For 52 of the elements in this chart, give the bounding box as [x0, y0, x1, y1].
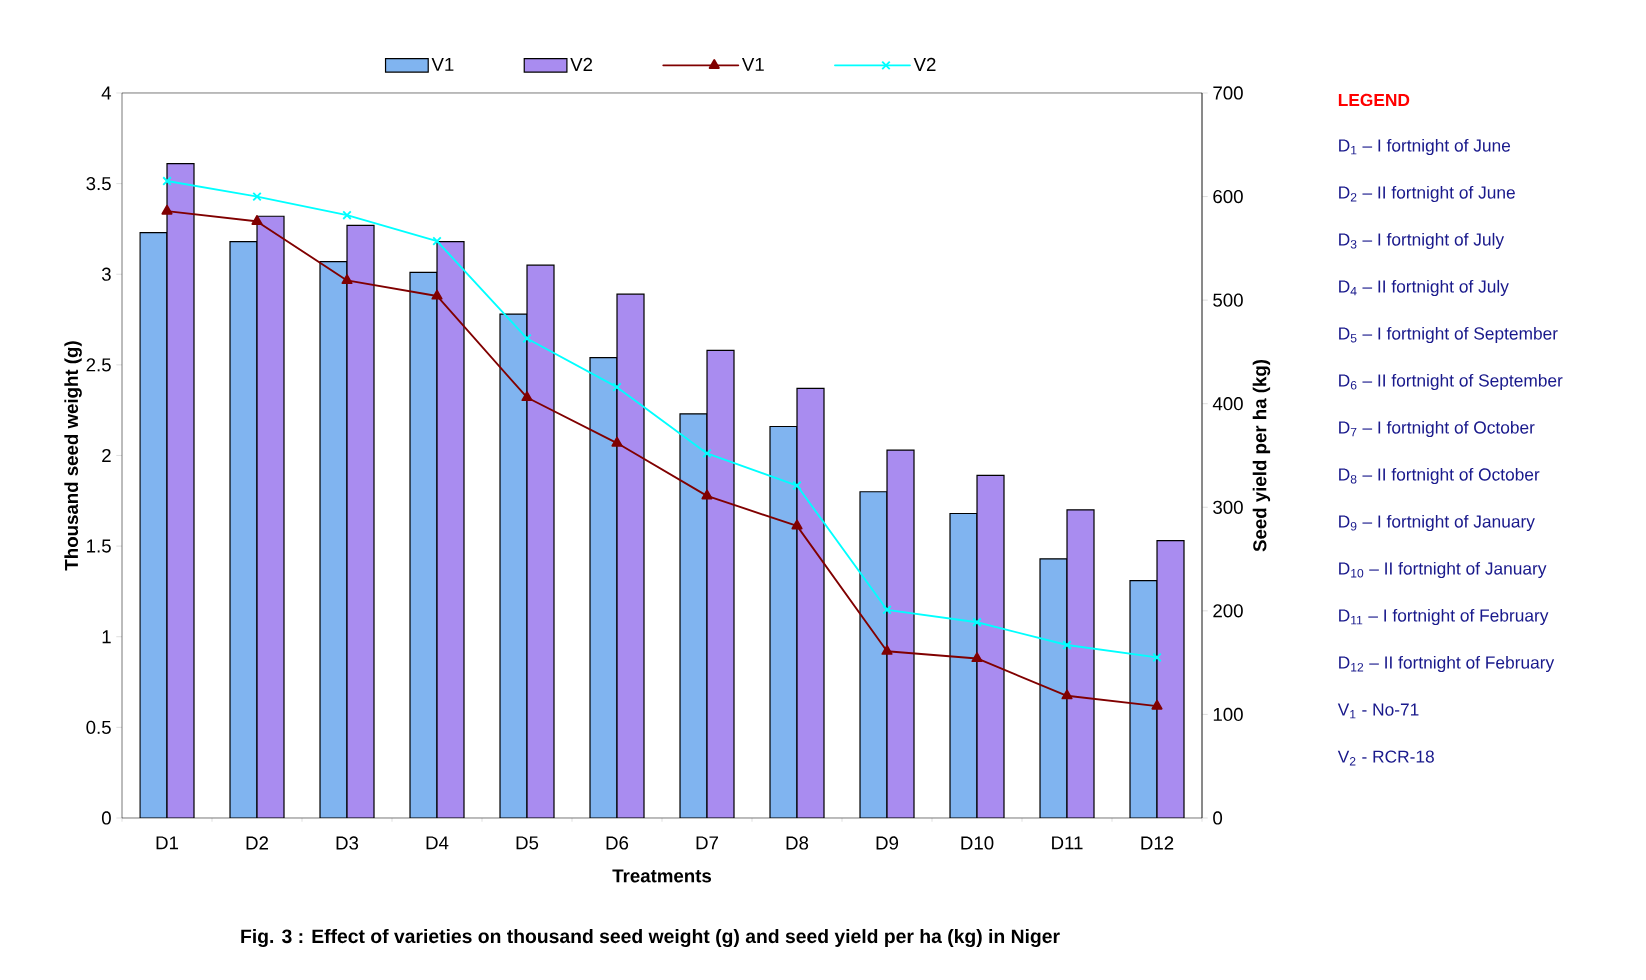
y-tick-label: 1 [102, 630, 111, 644]
y-tick-label: 0 [101, 811, 111, 825]
y2-tick-label: 500 [1213, 293, 1243, 307]
x-tick-label: D8 [786, 836, 809, 850]
y2-tick-label: 600 [1213, 189, 1243, 204]
text: D$_{6}$ – II fortnight of September [1339, 373, 1563, 391]
x-axis-title: Treatments [612, 869, 712, 883]
x-tick-label: D2 [246, 836, 269, 850]
text: D$_{3}$ – I fortnight of July [1339, 232, 1505, 250]
legend-label: V1 [741, 57, 764, 71]
legend-label: V2 [570, 57, 593, 71]
y2-tick-label: 100 [1213, 707, 1243, 722]
text: Fig. 3 : Effect of varieties on thousand seed weight (g) and seed yield per ha (kg) in Niger [241, 928, 1060, 948]
y-tick-label: 3.5 [86, 176, 111, 191]
legend-label: V1 [431, 57, 454, 71]
text: D$_{9}$ – I fortnight of January [1339, 514, 1535, 532]
x-tick-label: D11 [1052, 836, 1083, 850]
text: D$_{4}$ – II fortnight of July [1339, 279, 1509, 297]
x-tick-label: D5 [516, 836, 539, 850]
y-tick-label: 4 [101, 86, 112, 100]
y-tick-label: 1.5 [87, 539, 111, 553]
text: V$_{1}$ - No-71 [1337, 703, 1419, 719]
y-tick-label: 0.5 [86, 720, 111, 734]
x-tick-label: D1 [156, 836, 179, 850]
y2-tick-label: 700 [1213, 86, 1243, 100]
y-tick-label: 3 [101, 267, 111, 281]
text: D$_{11}$ – I fortnight of February [1339, 608, 1549, 626]
y-axis-title: Thousand seed weight (g) [64, 341, 82, 571]
y2-axis-title: Seed yield per ha (kg) [1252, 359, 1271, 552]
text: D$_{2}$ – II fortnight of June [1339, 185, 1515, 203]
text: LEGEND [1338, 93, 1410, 107]
legend-label: V2 [913, 57, 936, 71]
x-tick-label: D10 [961, 836, 994, 850]
x-tick-label: D6 [606, 836, 629, 850]
y2-tick-label: 200 [1213, 604, 1243, 618]
y2-tick-label: 0 [1213, 811, 1223, 825]
y-tick-label: 2 [102, 448, 111, 462]
x-tick-label: D4 [426, 836, 449, 850]
text: D$_{10}$ – II fortnight of January [1339, 561, 1547, 579]
text: D$_{8}$ – II fortnight of October [1339, 467, 1540, 485]
text: D$_{5}$ – I fortnight of September [1339, 326, 1558, 344]
x-tick-label: D12 [1141, 836, 1174, 850]
x-tick-label: D9 [876, 836, 899, 850]
text: V$_{2}$ - RCR-18 [1337, 750, 1434, 766]
x-tick-label: D7 [696, 836, 719, 850]
y2-tick-label: 300 [1213, 500, 1243, 514]
y2-tick-label: 400 [1212, 397, 1243, 411]
text: D$_{12}$ – II fortnight of February [1339, 655, 1555, 673]
y-tick-label: 2.5 [86, 358, 111, 372]
text: D$_{1}$ – I fortnight of June [1339, 138, 1511, 156]
text: D$_{7}$ – I fortnight of October [1339, 420, 1535, 438]
x-tick-label: D3 [336, 836, 359, 850]
